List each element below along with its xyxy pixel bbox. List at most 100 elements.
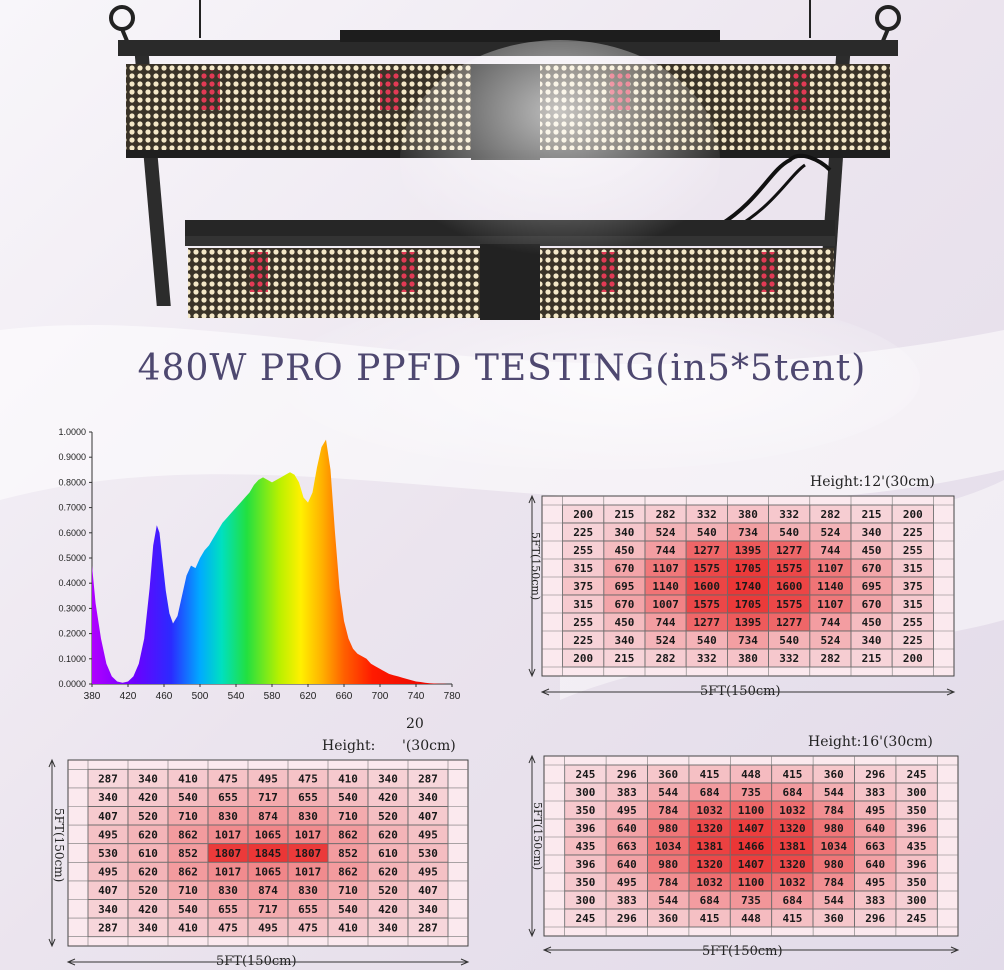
heatmap-value: 710 bbox=[178, 884, 198, 897]
heatmap-value: 350 bbox=[907, 804, 927, 817]
heatmap-value: 670 bbox=[614, 598, 634, 611]
heatmap-value: 540 bbox=[178, 791, 198, 804]
heatmap-value: 640 bbox=[865, 822, 885, 835]
heatmap-value: 1032 bbox=[696, 804, 723, 817]
heatmap-value: 450 bbox=[614, 616, 634, 629]
heatmap-value: 1017 bbox=[295, 828, 322, 841]
heatmap-value: 980 bbox=[658, 822, 678, 835]
x-arrowheads bbox=[540, 688, 956, 696]
heatmap-value: 524 bbox=[820, 634, 840, 647]
heatmap-value: 245 bbox=[907, 912, 927, 925]
heatmap-value: 540 bbox=[779, 526, 799, 539]
heatmap-value: 340 bbox=[378, 773, 398, 786]
spectrum-y-tick-label: 0.6000 bbox=[58, 528, 86, 538]
heatmap-value: 255 bbox=[573, 544, 593, 557]
heatmap-value: 1407 bbox=[738, 858, 765, 871]
heatmap-value: 255 bbox=[903, 544, 923, 557]
heatmap-value: 495 bbox=[418, 866, 438, 879]
heatmap-value: 375 bbox=[573, 580, 593, 593]
heatmap-value: 980 bbox=[658, 858, 678, 871]
heatmap-value: 1600 bbox=[776, 580, 803, 593]
heatmap-value: 524 bbox=[820, 526, 840, 539]
height-label-16: Height:16'(30cm) bbox=[808, 734, 933, 750]
heatmap-value: 670 bbox=[862, 562, 882, 575]
heatmap-value: 980 bbox=[824, 822, 844, 835]
heatmap-value: 610 bbox=[378, 847, 398, 860]
heatmap-value: 375 bbox=[903, 580, 923, 593]
heatmap-value: 540 bbox=[338, 903, 358, 916]
height-label-20: Height: bbox=[322, 738, 376, 754]
heatmap-value: 300 bbox=[575, 894, 595, 907]
heatmap-value: 874 bbox=[258, 810, 278, 823]
heatmap-value: 245 bbox=[575, 768, 595, 781]
heatmap-value: 670 bbox=[862, 598, 882, 611]
heatmap-value: 200 bbox=[903, 508, 923, 521]
heatmap-value: 282 bbox=[820, 508, 840, 521]
heatmap-value: 710 bbox=[178, 810, 198, 823]
heatmap-value: 215 bbox=[614, 652, 634, 665]
x-axis-label-16: 5FT(150cm) bbox=[702, 944, 783, 959]
heatmap-value: 784 bbox=[658, 804, 678, 817]
heatmap-value: 255 bbox=[903, 616, 923, 629]
heatmap-value: 830 bbox=[298, 884, 318, 897]
spectrum-area bbox=[92, 439, 452, 684]
heatmap-value: 300 bbox=[575, 786, 595, 799]
heatmap-value: 215 bbox=[614, 508, 634, 521]
heatmap-value: 380 bbox=[738, 652, 758, 665]
heatmap-value: 1277 bbox=[694, 616, 721, 629]
heatmap-value: 695 bbox=[614, 580, 634, 593]
heatmap-value: 670 bbox=[614, 562, 634, 575]
heatmap-value: 862 bbox=[338, 828, 358, 841]
spectrum-y-tick-label: 0.5000 bbox=[58, 553, 86, 563]
heatmap-value: 350 bbox=[575, 804, 595, 817]
heatmap-value: 410 bbox=[338, 921, 358, 934]
heatmap-value: 360 bbox=[824, 768, 844, 781]
spectrum-x-tick-label: 380 bbox=[84, 691, 101, 702]
heatmap-value: 495 bbox=[258, 921, 278, 934]
heatmap-value: 734 bbox=[738, 526, 758, 539]
heatmap-value: 315 bbox=[573, 562, 593, 575]
heatmap-value: 340 bbox=[862, 634, 882, 647]
spectrum-x-tick-label: 780 bbox=[444, 691, 461, 702]
spectrum-y-tick-label: 0.2000 bbox=[58, 629, 86, 639]
heatmap-value: 544 bbox=[658, 894, 678, 907]
heatmap-value: 1395 bbox=[735, 544, 762, 557]
heatmap-value: 1277 bbox=[694, 544, 721, 557]
heatmap-value: 332 bbox=[779, 652, 799, 665]
y-arrowheads bbox=[528, 494, 536, 678]
heatmap-value: 684 bbox=[782, 786, 802, 799]
heatmap-value: 332 bbox=[779, 508, 799, 521]
heatmap-value: 245 bbox=[907, 768, 927, 781]
heatmap-value: 830 bbox=[298, 810, 318, 823]
heatmap-value: 315 bbox=[903, 562, 923, 575]
heatmap-value: 407 bbox=[418, 884, 438, 897]
heatmap-value: 450 bbox=[862, 616, 882, 629]
heatmap-value: 744 bbox=[656, 544, 676, 557]
heatmap-value: 225 bbox=[903, 526, 923, 539]
heatmap-value: 544 bbox=[824, 894, 844, 907]
heatmap-value: 495 bbox=[617, 876, 637, 889]
heatmap-value: 340 bbox=[418, 791, 438, 804]
y-arrowheads bbox=[528, 754, 536, 938]
heatmap-value: 1034 bbox=[821, 840, 848, 853]
heatmap-value: 282 bbox=[820, 652, 840, 665]
heatmap-value: 640 bbox=[617, 858, 637, 871]
heatmap-value: 1466 bbox=[738, 840, 765, 853]
heatmap-value: 1017 bbox=[215, 866, 242, 879]
spectrum-x-tick-label: 620 bbox=[300, 691, 317, 702]
heatmap-value: 225 bbox=[573, 526, 593, 539]
heatmap-value: 495 bbox=[258, 773, 278, 786]
heatmap-value: 540 bbox=[697, 634, 717, 647]
heatmap-value: 640 bbox=[617, 822, 637, 835]
heatmap-value: 282 bbox=[656, 652, 676, 665]
heatmap-value: 415 bbox=[700, 768, 720, 781]
heatmap-value: 610 bbox=[138, 847, 158, 860]
heatmap-value: 1407 bbox=[738, 822, 765, 835]
heatmap-value: 1107 bbox=[817, 562, 844, 575]
heatmap-value: 255 bbox=[573, 616, 593, 629]
heatmap-value: 300 bbox=[907, 894, 927, 907]
spectrum-y-tick-label: 0.8000 bbox=[58, 477, 86, 487]
heatmap-value: 407 bbox=[418, 810, 438, 823]
heatmap-value: 495 bbox=[98, 828, 118, 841]
heatmap-value: 655 bbox=[298, 903, 318, 916]
